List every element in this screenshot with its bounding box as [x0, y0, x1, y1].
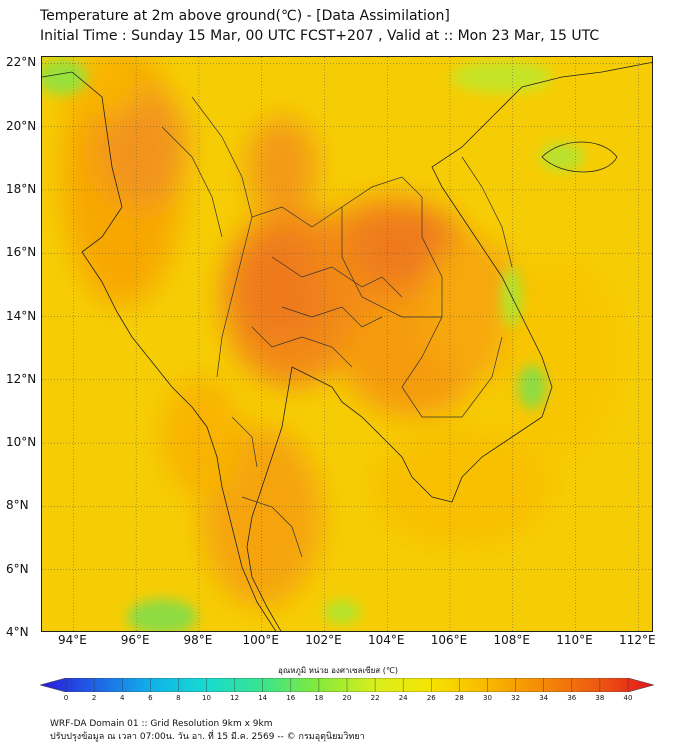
- lon-tick-label: 96°E: [120, 633, 150, 647]
- lat-tick-label: 10°N: [6, 435, 37, 450]
- borders: [161, 96, 513, 558]
- map-plot: [41, 56, 653, 632]
- colorbar-tick-label: 38: [595, 694, 605, 702]
- lon-tick-label: 98°E: [183, 633, 213, 647]
- colorbar-tick-label: 40: [623, 694, 633, 702]
- title-line-1: Temperature at 2m above ground(℃) - [Dat…: [40, 8, 450, 24]
- colorbar-tick-label: 34: [539, 694, 549, 702]
- lon-tick-label: 102°E: [305, 633, 342, 647]
- footer-line-2: ปรับปรุงข้อมูล ณ เวลา 07:00น. วัน อา. ที…: [50, 732, 365, 742]
- lat-tick-label: 8°N: [6, 498, 29, 513]
- title-line-2: Initial Time : Sunday 15 Mar, 00 UTC FCS…: [40, 28, 600, 44]
- colorbar-tick-label: 24: [398, 694, 408, 702]
- colorbar-label: อุณหภูมิ หน่วย องศาเซลเซียส (℃): [278, 666, 398, 675]
- lon-tick-label: 108°E: [493, 633, 531, 647]
- lat-tick-label: 16°N: [6, 245, 37, 260]
- colorbar-tick-label: 28: [454, 694, 464, 702]
- lon-tick-label: 94°E: [57, 633, 87, 647]
- lat-tick-label: 22°N: [6, 55, 37, 70]
- lat-tick-label: 12°N: [6, 371, 37, 386]
- lat-tick-label: 18°N: [6, 181, 37, 196]
- lat-tick-label: 20°N: [6, 118, 37, 133]
- colorbar-tick-label: 16: [286, 694, 296, 702]
- colorbar-tick-label: 2: [91, 694, 97, 702]
- colorbar-tick-label: 10: [202, 694, 211, 702]
- footer-line-1: WRF-DA Domain 01 :: Grid Resolution 9km …: [50, 719, 273, 729]
- temperature-map: [42, 57, 652, 631]
- lon-tick-label: 100°E: [242, 633, 279, 647]
- colorbar: [40, 678, 654, 692]
- graticule: [42, 57, 652, 631]
- colorbar-tick-label: 36: [567, 694, 577, 702]
- colorbar-tick-label: 26: [426, 694, 436, 702]
- chart-title: Temperature at 2m above ground(℃) - [Dat…: [40, 6, 599, 46]
- colorbar-tick-label: 22: [370, 694, 380, 702]
- colorbar-tick-label: 18: [314, 694, 324, 702]
- colorbar-tick-label: 14: [258, 694, 268, 702]
- colorbar-tick-label: 0: [63, 694, 69, 702]
- colorbar-tick-label: 20: [342, 694, 352, 702]
- colorbar-tick-label: 30: [483, 694, 492, 702]
- colorbar-tick-label: 8: [176, 694, 181, 702]
- lat-tick-label: 14°N: [6, 308, 37, 323]
- lon-tick-label: 110°E: [556, 633, 593, 647]
- lat-tick-label: 6°N: [6, 561, 29, 576]
- colorbar-tick-label: 4: [119, 694, 125, 702]
- lon-tick-label: 104°E: [367, 633, 405, 647]
- lon-tick-label: 106°E: [430, 633, 468, 647]
- colorbar-tick-label: 6: [148, 694, 153, 702]
- lat-tick-label: 4°N: [6, 625, 29, 639]
- colorbar-tick-label: 12: [230, 694, 240, 702]
- cool-spots: [42, 59, 584, 631]
- lon-tick-label: 112°E: [619, 633, 656, 647]
- colorbar-tick-label: 32: [511, 694, 521, 702]
